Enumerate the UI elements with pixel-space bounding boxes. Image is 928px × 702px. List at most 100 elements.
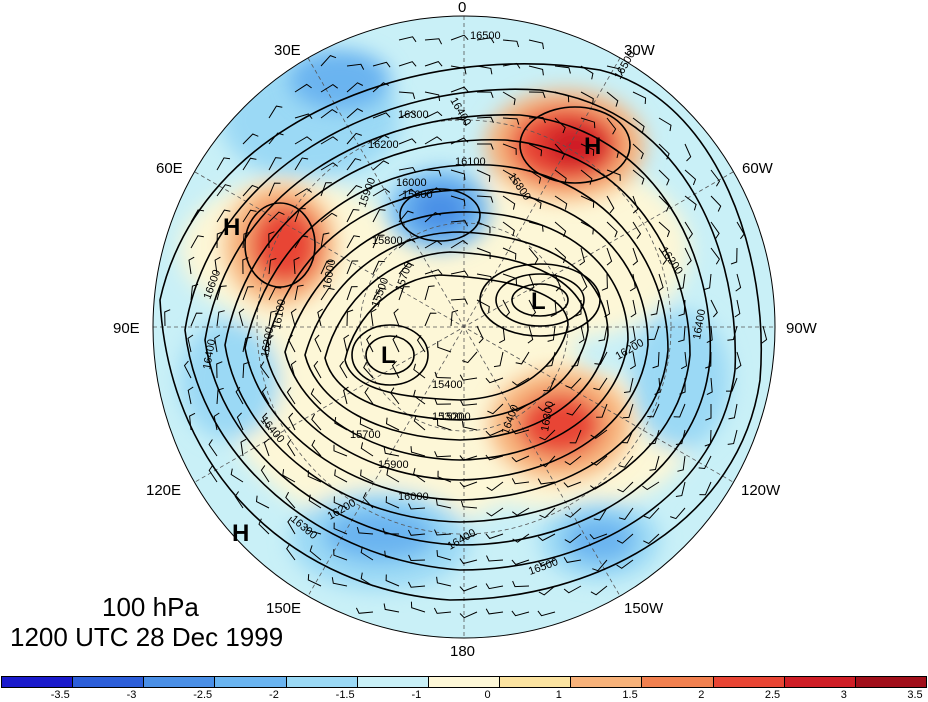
wind-barb bbox=[654, 377, 661, 395]
colorbar-tick-label: -2.5 bbox=[193, 689, 213, 701]
wind-barb bbox=[502, 169, 516, 184]
wind-barb bbox=[706, 325, 713, 344]
wind-barb bbox=[290, 308, 297, 327]
wind-barb bbox=[216, 310, 225, 327]
wind-barb bbox=[632, 221, 642, 239]
wind-barb bbox=[658, 169, 670, 186]
wind-barb bbox=[684, 169, 697, 186]
wind-barb bbox=[294, 284, 304, 301]
wind-barb bbox=[726, 377, 738, 392]
wind-barb bbox=[434, 371, 452, 379]
wind-barb bbox=[434, 451, 452, 458]
wind-barb bbox=[385, 574, 400, 587]
colorbar bbox=[1, 676, 927, 688]
colorbar-tick-label: 3.5 bbox=[907, 689, 923, 701]
wind-barb bbox=[528, 195, 542, 210]
wind-barb bbox=[476, 65, 493, 75]
wind-barb bbox=[450, 34, 469, 41]
wind-barb bbox=[476, 299, 490, 313]
wind-barb bbox=[459, 558, 478, 565]
wind-barb bbox=[383, 447, 400, 457]
wind-barb bbox=[390, 387, 400, 405]
wind-barb bbox=[618, 507, 634, 520]
contour-label: 15800 bbox=[372, 235, 403, 247]
wind-barb bbox=[486, 507, 504, 517]
wind-barb bbox=[398, 210, 414, 223]
wind-barb bbox=[450, 137, 469, 145]
contour-label: 16000 bbox=[396, 177, 427, 189]
wind-barb bbox=[629, 273, 636, 292]
wind-barb bbox=[216, 361, 223, 379]
wind-barb bbox=[502, 39, 520, 48]
wind-barb bbox=[547, 325, 556, 342]
wind-barb bbox=[566, 403, 582, 416]
wind-barb bbox=[642, 481, 660, 491]
wind-barb bbox=[511, 455, 530, 463]
wind-barb bbox=[476, 37, 495, 44]
wind-barb bbox=[331, 577, 348, 587]
wind-barb bbox=[528, 273, 535, 292]
wind-barb bbox=[372, 287, 387, 301]
wind-barb bbox=[282, 469, 296, 483]
colorbar-swatch bbox=[357, 677, 429, 687]
wind-barb bbox=[216, 387, 224, 405]
contour-label: 16300 bbox=[398, 109, 429, 121]
wind-barb bbox=[476, 195, 494, 203]
wind-barb bbox=[450, 239, 468, 249]
wind-barb bbox=[727, 429, 738, 445]
colorbar-tick-label: 2 bbox=[698, 689, 705, 701]
wind-barb bbox=[761, 325, 768, 344]
wind-barb bbox=[727, 325, 738, 341]
wind-barb bbox=[450, 298, 468, 305]
wind-barb bbox=[511, 403, 530, 412]
wind-barb bbox=[564, 507, 582, 518]
wind-barb bbox=[678, 299, 686, 317]
wind-barb bbox=[188, 256, 195, 275]
wind-barb bbox=[528, 39, 544, 50]
wind-barb bbox=[436, 576, 452, 587]
high-pressure-marker: H bbox=[232, 520, 250, 547]
wind-barb bbox=[333, 496, 348, 509]
wind-barb bbox=[190, 283, 199, 301]
wind-barb bbox=[190, 312, 203, 327]
contour-label: 16100 bbox=[455, 156, 486, 168]
wind-barb bbox=[580, 169, 593, 185]
wind-barb bbox=[437, 341, 452, 353]
meridian-label-90w: 90W bbox=[786, 320, 817, 337]
wind-barb bbox=[632, 169, 645, 185]
wind-barb bbox=[413, 389, 426, 405]
wind-barb bbox=[360, 469, 374, 483]
wind-barb bbox=[502, 143, 517, 155]
wind-barb bbox=[528, 169, 542, 184]
meridian-label-90e: 90E bbox=[113, 320, 140, 337]
wind-barb bbox=[314, 334, 322, 353]
wind-barb bbox=[592, 559, 608, 572]
wind-barb bbox=[554, 221, 567, 237]
wind-barb bbox=[623, 377, 634, 393]
meridian-label-30w: 30W bbox=[624, 42, 655, 59]
wind-barb bbox=[606, 91, 619, 107]
wind-barb bbox=[706, 377, 713, 396]
wind-barb bbox=[678, 325, 686, 343]
wind-barb bbox=[571, 351, 582, 367]
wind-barb bbox=[590, 455, 608, 466]
wind-barb bbox=[382, 527, 400, 535]
wind-barb bbox=[366, 334, 374, 353]
wind-barb bbox=[563, 557, 582, 563]
wind-barb bbox=[502, 62, 521, 69]
wind-barb bbox=[578, 325, 585, 344]
wind-barb bbox=[334, 417, 348, 431]
colorbar-swatch bbox=[713, 677, 785, 687]
wind-barb bbox=[424, 312, 437, 327]
wind-barb bbox=[437, 470, 452, 483]
wind-barb bbox=[622, 403, 634, 419]
wind-barb bbox=[528, 143, 543, 157]
wind-barb bbox=[680, 351, 688, 370]
wind-barb bbox=[545, 351, 556, 367]
wind-barb bbox=[287, 516, 296, 535]
wind-barb bbox=[359, 418, 374, 431]
wind-barb bbox=[255, 495, 270, 509]
wind-barb bbox=[485, 608, 504, 615]
wind-barb bbox=[502, 299, 511, 318]
